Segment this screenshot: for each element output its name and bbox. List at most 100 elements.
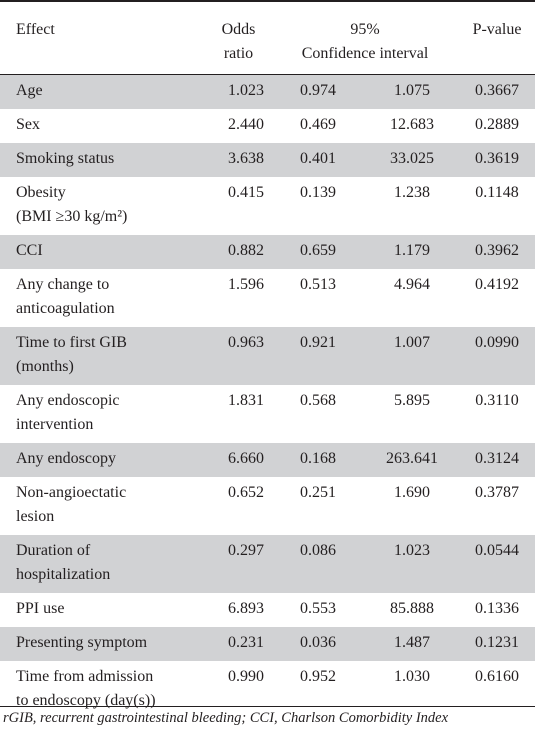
cell-odds-ratio: 6.893 xyxy=(228,599,264,617)
cell-odds-ratio: 0.297 xyxy=(228,541,264,559)
table-row: Age 1.023 0.974 1.075 0.3667 xyxy=(0,74,535,109)
cell-odds-ratio: 0.882 xyxy=(228,241,264,259)
cell-ci-upper: 1.023 xyxy=(394,541,430,559)
table-row: Any change to anticoagulation 1.596 0.513 4.… xyxy=(0,269,535,327)
header-odds-ratio: Odds ratio xyxy=(206,6,271,74)
effect-label-line: Age xyxy=(16,81,43,99)
cell-ci-lower: 0.401 xyxy=(300,149,336,167)
cell-effect: Presenting symptom xyxy=(0,627,206,661)
cell-odds-ratio: 0.990 xyxy=(228,667,264,685)
cell-p-value: 0.3787 xyxy=(475,483,519,501)
cell-effect: Smoking status xyxy=(0,143,206,177)
cell-effect: Time to first GIB (months) xyxy=(0,327,206,385)
cell-p-value: 0.1148 xyxy=(475,183,519,201)
results-table: Effect Odds ratio 95% Confidence interva… xyxy=(0,6,535,719)
cell-odds-ratio: 6.660 xyxy=(228,449,264,467)
table-row: PPI use 6.893 0.553 85.888 0.1336 xyxy=(0,593,535,627)
effect-label-line: PPI use xyxy=(16,599,65,617)
cell-p-value: 0.3619 xyxy=(475,149,519,167)
effect-label-line: Any endoscopic xyxy=(16,391,120,409)
table-row: Duration of hospitalization 0.297 0.086 1.02… xyxy=(0,534,535,593)
cell-odds-ratio: 0.231 xyxy=(228,633,264,651)
cell-ci-lower: 0.086 xyxy=(300,541,336,559)
cell-effect: CCI xyxy=(0,235,206,269)
table-row: Presenting symptom 0.231 0.036 1.487 0.1231 xyxy=(0,626,535,661)
cell-ci-lower: 0.659 xyxy=(300,241,336,259)
cell-effect: Any change to anticoagulation xyxy=(0,269,206,327)
effect-label-line: Any endoscopy xyxy=(16,449,116,467)
cell-p-value: 0.3124 xyxy=(475,449,519,467)
cell-ci-upper: 85.888 xyxy=(390,599,434,617)
cell-ci-lower: 0.921 xyxy=(300,333,336,351)
cell-effect: Time from admission to endoscopy (day(s)) xyxy=(0,661,206,719)
cell-ci-lower: 0.553 xyxy=(300,599,336,617)
cell-ci-upper: 1.179 xyxy=(394,241,430,259)
cell-ci-upper: 1.007 xyxy=(394,333,430,351)
table-body: Age 1.023 0.974 1.075 0.3667 Sex 2.440 0.469 12.… xyxy=(0,74,535,719)
cell-odds-ratio: 0.652 xyxy=(228,483,264,501)
cell-ci-upper: 1.238 xyxy=(394,183,430,201)
header-ci-line1: 95% xyxy=(350,21,380,38)
cell-p-value: 0.3962 xyxy=(475,241,519,259)
effect-label-line: Non-angioectatic xyxy=(16,483,127,501)
cell-ci-lower: 0.168 xyxy=(300,449,336,467)
effect-label-line: Sex xyxy=(16,115,40,133)
cell-ci-upper: 1.075 xyxy=(394,81,430,99)
cell-odds-ratio: 1.596 xyxy=(228,275,264,293)
cell-p-value: 0.6160 xyxy=(475,667,519,685)
table-row: CCI 0.882 0.659 1.179 0.3962 xyxy=(0,234,535,269)
effect-label-line: CCI xyxy=(16,241,43,259)
cell-ci-lower: 0.251 xyxy=(300,483,336,501)
header-effect: Effect xyxy=(16,21,55,38)
effect-label-line: Time from admission xyxy=(16,667,154,685)
header-row: Effect Odds ratio 95% Confidence interva… xyxy=(0,6,535,74)
cell-ci-lower: 0.568 xyxy=(300,391,336,409)
table-row: Obesity (BMI ≥30 kg/m²) 0.415 0.139 1.238 0.1… xyxy=(0,177,535,235)
table-row: Any endoscopy 6.660 0.168 263.641 0.3124 xyxy=(0,442,535,477)
effect-label-line: Any change to xyxy=(16,275,110,293)
cell-p-value: 0.1231 xyxy=(475,633,519,651)
effect-label-line: Presenting symptom xyxy=(16,633,148,651)
cell-effect: Non-angioectatic lesion xyxy=(0,477,206,535)
cell-odds-ratio: 3.638 xyxy=(228,149,264,167)
table-row: Sex 2.440 0.469 12.683 0.2889 xyxy=(0,109,535,143)
cell-odds-ratio: 1.831 xyxy=(228,391,264,409)
cell-odds-ratio: 0.415 xyxy=(228,183,264,201)
table-footnote: rGIB, recurrent gastrointestinal bleedin… xyxy=(3,710,449,726)
cell-effect: Duration of hospitalization xyxy=(0,535,206,593)
table-row: Time to first GIB (months) 0.963 0.921 1.007… xyxy=(0,326,535,385)
cell-p-value: 0.3667 xyxy=(475,81,519,99)
cell-ci-upper: 5.895 xyxy=(394,391,430,409)
table-row: Smoking status 3.638 0.401 33.025 0.3619 xyxy=(0,142,535,177)
effect-label-line: Smoking status xyxy=(16,149,115,167)
cell-p-value: 0.0990 xyxy=(475,333,519,351)
cell-ci-lower: 0.036 xyxy=(300,633,336,651)
cell-p-value: 0.3110 xyxy=(475,391,519,409)
cell-odds-ratio: 2.440 xyxy=(228,115,264,133)
cell-ci-upper: 263.641 xyxy=(386,449,438,467)
header-odds-ratio-line1: Odds xyxy=(221,21,256,38)
table-row: Any endoscopic intervention 1.831 0.568 5.89… xyxy=(0,385,535,443)
effect-label-line: Time to first GIB xyxy=(16,333,127,351)
cell-ci-lower: 0.139 xyxy=(300,183,336,201)
cell-effect: Any endoscopic intervention xyxy=(0,385,206,443)
cell-ci-upper: 1.487 xyxy=(394,633,430,651)
cell-ci-lower: 0.469 xyxy=(300,115,336,133)
effect-label-line: intervention xyxy=(16,415,94,433)
header-p-value: P-value xyxy=(472,21,522,38)
header-confidence-interval: 95% Confidence interval xyxy=(271,6,459,74)
effect-label-line: hospitalization xyxy=(16,565,111,583)
effect-label-line: Duration of xyxy=(16,541,91,559)
cell-odds-ratio: 0.963 xyxy=(228,333,264,351)
cell-p-value: 0.2889 xyxy=(475,115,519,133)
cell-ci-upper: 12.683 xyxy=(390,115,434,133)
cell-p-value: 0.1336 xyxy=(475,599,519,617)
cell-ci-lower: 0.952 xyxy=(300,667,336,685)
effect-label-line: lesion xyxy=(16,507,55,525)
bottom-rule xyxy=(0,706,535,707)
header-ci-line2: Confidence interval xyxy=(301,45,429,62)
effect-label-line: (months) xyxy=(16,357,74,375)
cell-ci-upper: 1.690 xyxy=(394,483,430,501)
cell-effect: Age xyxy=(0,74,206,109)
cell-effect: Sex xyxy=(0,109,206,143)
